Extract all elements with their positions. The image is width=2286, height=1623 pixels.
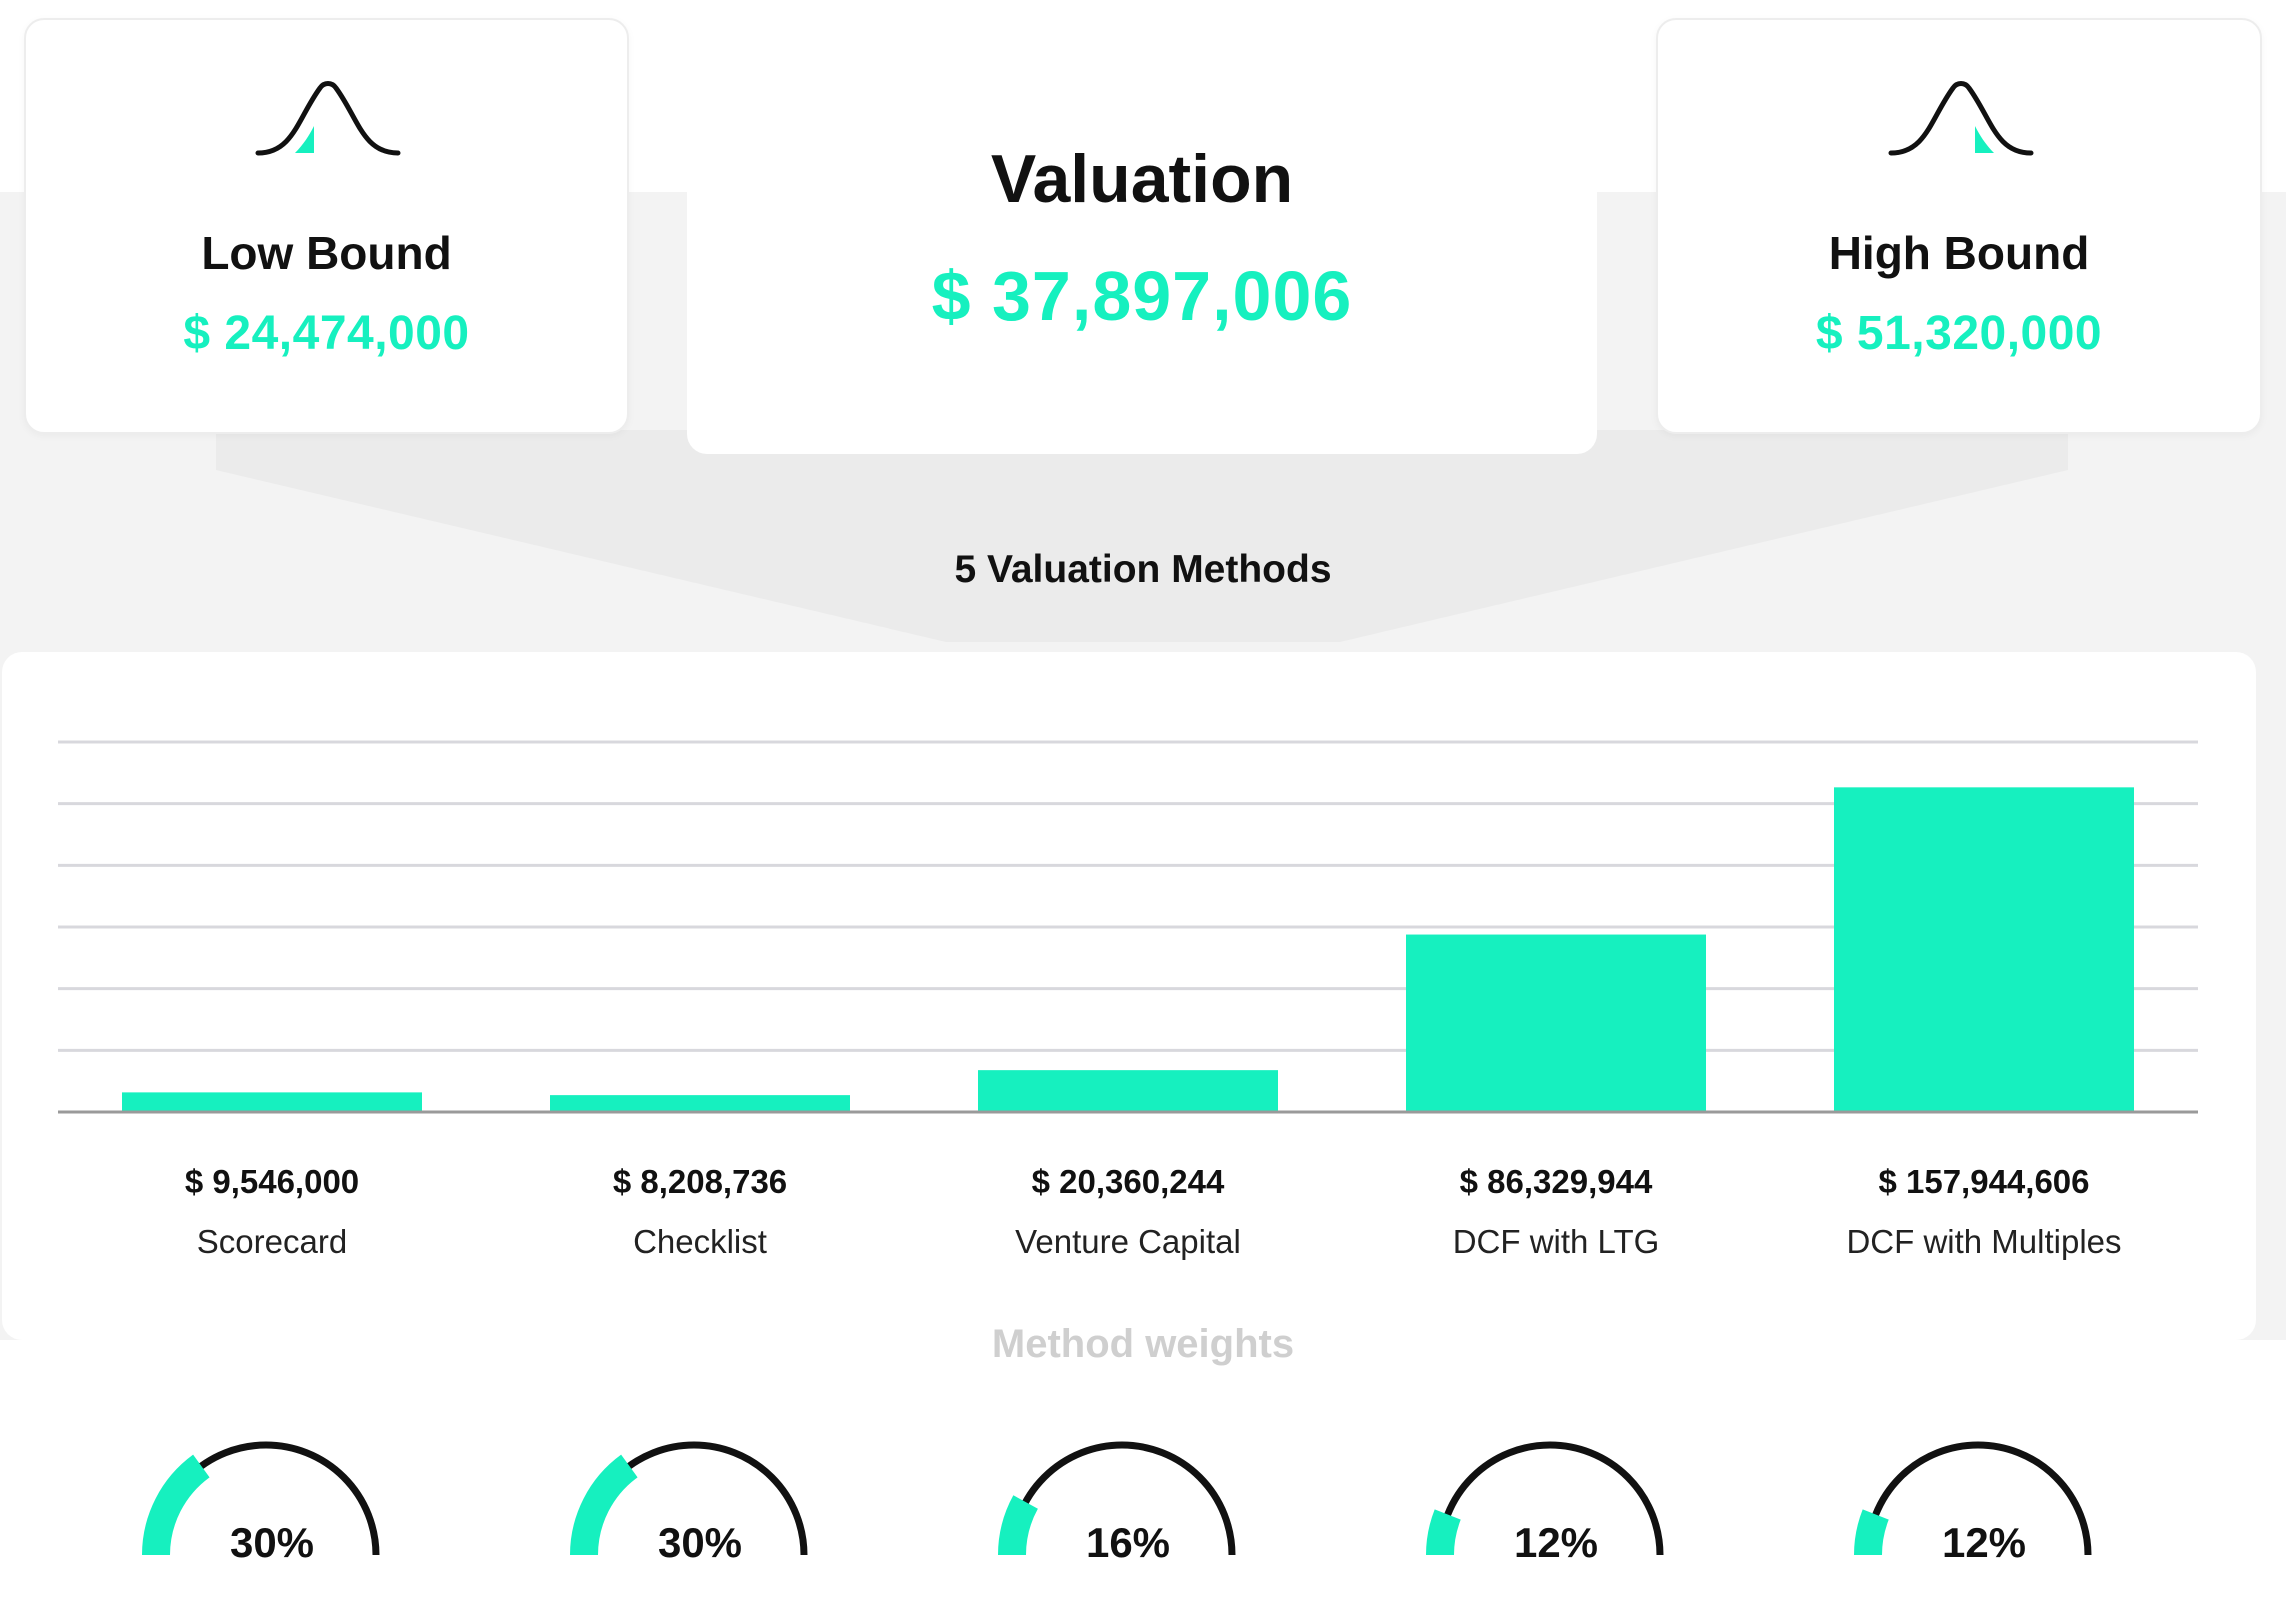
bar-category-label: Checklist — [633, 1223, 767, 1260]
gauge-track — [1864, 1441, 2092, 1556]
bar-value-label: $ 8,208,736 — [613, 1163, 787, 1200]
bar-scorecard — [122, 1092, 422, 1112]
method-weights-title: Method weights — [991, 1322, 1295, 1366]
bell-curve-left-tail-icon — [255, 81, 401, 156]
bar-category-label: DCF with LTG — [1453, 1223, 1660, 1260]
bar-value-label: $ 9,546,000 — [185, 1163, 359, 1200]
bar-value-label: $ 20,360,244 — [1032, 1163, 1225, 1200]
low-bound-title: Low Bound — [201, 227, 452, 279]
high-bound-value: $ 51,320,000 — [1815, 307, 2103, 360]
gauge-checklist: 30% — [570, 1441, 808, 1566]
gauge-venture-capital: 16% — [998, 1441, 1236, 1566]
gauge-fill — [142, 1454, 210, 1556]
bell-curve-right-tail-icon — [1888, 81, 2034, 156]
gauge-fill — [570, 1454, 638, 1556]
gauge-value-label: 16% — [1086, 1519, 1170, 1566]
bar-category-label: DCF with Multiples — [1846, 1223, 2121, 1260]
bar-dcf-with-ltg — [1406, 934, 1706, 1112]
bar-value-label: $ 157,944,606 — [1878, 1163, 2089, 1200]
valuation-card: Valuation $ 37,897,006 — [687, 0, 1597, 454]
gauge-value-label: 12% — [1514, 1519, 1598, 1566]
low-bound-value: $ 24,474,000 — [183, 307, 470, 360]
valuation-title: Valuation — [990, 141, 1294, 217]
low-bound-card: Low Bound $ 24,474,000 — [24, 18, 629, 434]
bar-category-label: Venture Capital — [1015, 1223, 1241, 1260]
gauge-track — [1436, 1441, 1664, 1556]
gauge-value-label: 12% — [1942, 1519, 2026, 1566]
gauge-scorecard: 30% — [142, 1441, 380, 1566]
methods-title: 5 Valuation Methods — [954, 548, 1332, 591]
gauge-fill — [1426, 1509, 1461, 1556]
bar-category-label: Scorecard — [197, 1223, 347, 1260]
high-bound-card: High Bound $ 51,320,000 — [1656, 18, 2262, 434]
gauge-dcf-with-multiples: 12% — [1854, 1441, 2092, 1566]
bar-venture-capital — [978, 1070, 1278, 1112]
bar-value-label: $ 86,329,944 — [1460, 1163, 1653, 1200]
gauge-fill — [1854, 1509, 1889, 1556]
high-bound-title: High Bound — [1828, 227, 2090, 279]
funnel-shape — [216, 430, 2068, 642]
bar-checklist — [550, 1095, 850, 1112]
gauge-value-label: 30% — [230, 1519, 314, 1566]
bar-dcf-with-multiples — [1834, 787, 2134, 1112]
gauge-fill — [998, 1495, 1039, 1556]
valuation-value: $ 37,897,006 — [931, 257, 1353, 335]
gauge-dcf-with-ltg: 12% — [1426, 1441, 1664, 1566]
gauge-value-label: 30% — [658, 1519, 742, 1566]
